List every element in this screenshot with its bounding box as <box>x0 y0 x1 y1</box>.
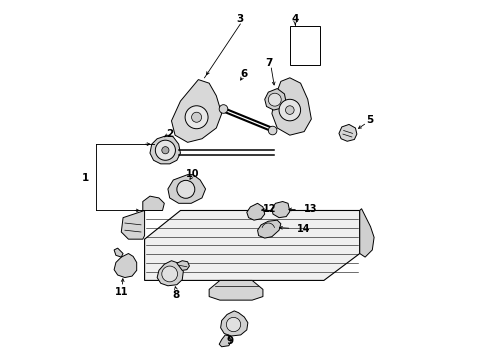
Polygon shape <box>168 175 205 203</box>
Circle shape <box>226 318 241 332</box>
Text: 3: 3 <box>237 14 244 24</box>
Text: 12: 12 <box>263 204 276 215</box>
Text: 14: 14 <box>297 225 311 234</box>
Text: 2: 2 <box>166 129 173 139</box>
Polygon shape <box>177 261 190 270</box>
Circle shape <box>219 105 228 113</box>
Polygon shape <box>114 248 123 257</box>
Polygon shape <box>143 196 164 211</box>
Text: 6: 6 <box>241 69 248 79</box>
Bar <box>290 26 320 65</box>
Text: 10: 10 <box>186 168 199 179</box>
Polygon shape <box>219 335 231 347</box>
Polygon shape <box>172 80 221 142</box>
Circle shape <box>177 180 195 198</box>
Circle shape <box>155 140 175 160</box>
Polygon shape <box>360 209 374 257</box>
Text: 13: 13 <box>304 204 318 215</box>
Polygon shape <box>157 261 183 286</box>
Polygon shape <box>265 89 286 110</box>
Polygon shape <box>258 220 281 238</box>
Text: 4: 4 <box>292 14 299 24</box>
Text: 1: 1 <box>82 173 89 183</box>
Polygon shape <box>220 311 248 336</box>
Circle shape <box>162 266 177 282</box>
Text: 8: 8 <box>172 291 180 301</box>
Text: 9: 9 <box>226 336 234 346</box>
Text: 5: 5 <box>366 115 373 125</box>
Polygon shape <box>272 202 290 218</box>
Polygon shape <box>272 78 311 135</box>
Polygon shape <box>150 135 180 164</box>
Polygon shape <box>247 203 265 220</box>
Polygon shape <box>122 211 145 239</box>
Text: 7: 7 <box>266 58 273 68</box>
Polygon shape <box>339 125 357 141</box>
Circle shape <box>279 99 300 121</box>
Polygon shape <box>114 253 137 278</box>
Text: 11: 11 <box>115 287 128 297</box>
Circle shape <box>269 126 277 135</box>
Circle shape <box>185 106 208 129</box>
Circle shape <box>162 147 169 154</box>
Polygon shape <box>209 280 263 300</box>
Circle shape <box>192 112 201 122</box>
Circle shape <box>286 106 294 114</box>
Circle shape <box>269 93 281 106</box>
Polygon shape <box>145 211 360 280</box>
